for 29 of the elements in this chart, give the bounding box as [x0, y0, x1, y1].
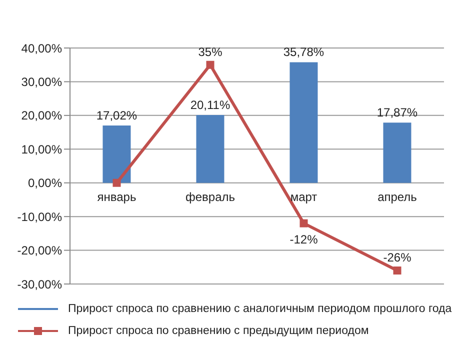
x-tick-label: январь [97, 190, 136, 204]
y-tick-label: 20,00% [21, 108, 62, 123]
bar [196, 115, 224, 183]
point [206, 60, 214, 69]
data-label: 35,78% [283, 45, 324, 60]
y-tick-label: -20,00% [17, 244, 62, 258]
x-tick-label: март [290, 190, 318, 204]
data-label: -26% [383, 250, 412, 265]
y-tick-label: 0,00% [28, 176, 62, 190]
data-label: 17,87% [376, 106, 418, 120]
data-label: -12% [290, 232, 318, 246]
data-label: 17,02% [96, 108, 138, 122]
y-tick-label: -10,00% [17, 210, 62, 224]
bar [290, 62, 318, 183]
y-tick-label: 30,00% [21, 74, 62, 89]
point [393, 266, 402, 275]
point [112, 178, 121, 187]
bar [383, 122, 412, 183]
data-label: 20,11% [190, 98, 230, 112]
x-tick-label: февраль [185, 190, 236, 204]
y-tick-label: 40,00% [21, 41, 62, 56]
legend-label: Прирост спроса по сравнению с предыдущим периодом [68, 325, 369, 337]
legend-label: Прирост спроса по сравнению с аналогичным периодом прошлого года [68, 303, 452, 315]
y-tick-label: -30,00% [17, 277, 62, 292]
x-tick-label: апрель [378, 190, 417, 204]
point [300, 219, 308, 228]
y-tick-label: 10,00% [21, 142, 62, 156]
bar [102, 125, 131, 183]
data-label: 35% [198, 44, 223, 59]
